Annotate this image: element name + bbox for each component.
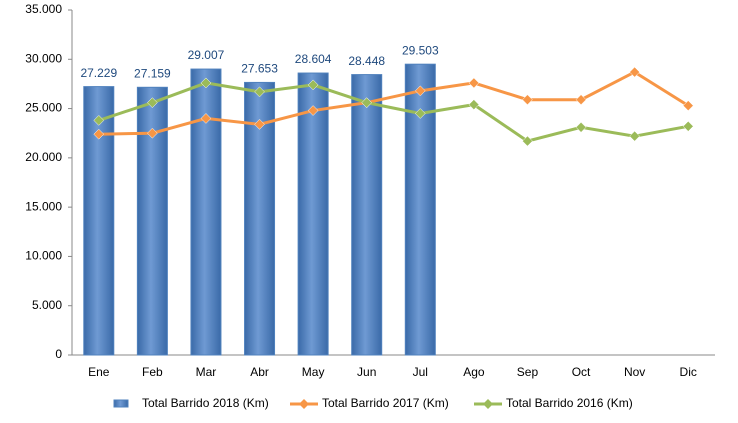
data-label: 28.604: [295, 52, 332, 66]
x-tick-label: Ene: [88, 365, 110, 379]
data-label: 27.229: [80, 66, 117, 80]
data-label: 27.653: [241, 62, 278, 76]
legend-swatch-marker: [299, 399, 309, 409]
y-tick-label: 30.000: [25, 51, 62, 65]
y-tick-label: 0: [55, 347, 62, 361]
line-marker: [361, 97, 373, 109]
x-tick-label: Jun: [357, 365, 376, 379]
data-label: 29.503: [402, 43, 439, 57]
line-marker: [682, 120, 694, 132]
bar: [136, 86, 168, 356]
legend-label: Total Barrido 2016 (Km): [506, 396, 633, 410]
x-tick-label: Nov: [624, 365, 645, 379]
data-label: 28.448: [348, 54, 385, 68]
y-tick-label: 35.000: [25, 2, 62, 16]
x-tick-label: Oct: [572, 365, 591, 379]
x-tick-label: Abr: [250, 365, 269, 379]
x-tick-label: Sep: [517, 365, 539, 379]
legend-swatch: [113, 399, 129, 408]
legend-swatch-marker: [483, 399, 493, 409]
line: [98, 70, 690, 136]
x-tick-label: Jul: [413, 365, 428, 379]
y-tick-label: 15.000: [25, 199, 62, 213]
line-marker: [200, 113, 212, 124]
line-marker: [147, 127, 158, 139]
data-label: 27.159: [134, 66, 171, 80]
line-marker: [629, 66, 640, 78]
line-marker: [147, 97, 158, 109]
y-tick-label: 5.000: [32, 298, 62, 312]
line-marker: [629, 130, 640, 142]
legend-label: Total Barrido 2018 (Km): [142, 396, 269, 410]
line-marker: [307, 105, 319, 116]
line-marker: [200, 77, 212, 89]
line: [98, 81, 689, 143]
bar: [190, 68, 222, 356]
bar: [297, 72, 329, 356]
data-label: 29.007: [188, 48, 225, 62]
line-marker: [522, 135, 533, 147]
line-marker: [307, 79, 319, 91]
line-marker: [254, 118, 265, 130]
y-tick-label: 10.000: [25, 249, 62, 263]
x-tick-label: May: [302, 365, 325, 379]
line-marker: [93, 128, 105, 140]
x-tick-label: Ago: [463, 365, 485, 379]
line-marker: [575, 94, 587, 106]
line-marker: [682, 100, 694, 111]
line-marker: [575, 121, 587, 133]
x-tick-label: Mar: [196, 365, 217, 379]
y-tick-label: 20.000: [25, 150, 62, 164]
bar: [404, 63, 436, 356]
line-marker: [254, 86, 265, 98]
y-tick-label: 25.000: [25, 101, 62, 115]
bar: [351, 74, 383, 356]
x-tick-label: Dic: [680, 365, 697, 379]
bar: [83, 86, 115, 356]
line-marker: [468, 99, 480, 110]
line-marker: [522, 94, 533, 106]
line-marker: [414, 108, 426, 119]
x-tick-label: Feb: [142, 365, 163, 379]
legend-label: Total Barrido 2017 (Km): [322, 396, 449, 410]
line-marker: [414, 85, 426, 97]
line-marker: [468, 77, 480, 89]
line-marker: [93, 115, 105, 126]
